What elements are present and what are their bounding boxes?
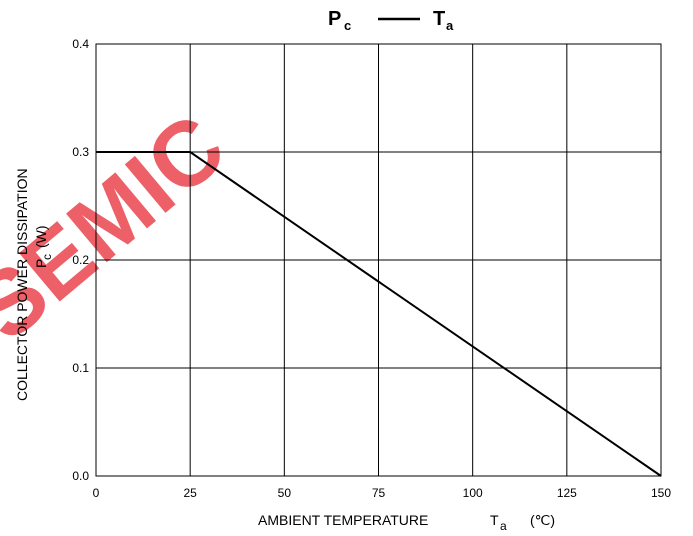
y-axis-label-symbol: P [33, 259, 49, 268]
x-tick-label: 25 [183, 486, 197, 500]
x-tick-label: 75 [372, 486, 386, 500]
x-axis-label-unit: (℃) [530, 512, 555, 528]
y-tick-label: 0.0 [72, 469, 89, 483]
x-tick-label: 0 [93, 486, 100, 500]
x-axis-label-subscript: a [500, 519, 507, 533]
chart-title: P c T a [328, 8, 454, 33]
y-tick-label: 0.4 [72, 37, 89, 51]
title-left-symbol: P [328, 8, 341, 30]
x-tick-label: 50 [278, 486, 292, 500]
x-tick-labels: 0 25 50 75 100 125 150 [93, 486, 672, 500]
title-right-subscript: a [446, 18, 454, 33]
y-tick-label: 0.3 [72, 145, 89, 159]
y-tick-label: 0.2 [72, 253, 89, 267]
y-tick-label: 0.1 [72, 361, 89, 375]
x-tick-label: 125 [557, 486, 577, 500]
x-tick-label: 100 [463, 486, 483, 500]
y-tick-labels: 0.0 0.1 0.2 0.3 0.4 [72, 37, 89, 483]
plot-border [95, 43, 662, 477]
x-axis-label: AMBIENT TEMPERATURE T a (℃) [258, 512, 555, 533]
series-line-pc-vs-ta [96, 151, 662, 477]
title-right-symbol: T [433, 8, 445, 30]
x-axis-label-symbol: T [490, 512, 499, 528]
x-tick-label: 150 [651, 486, 671, 500]
y-axis-label: COLLECTOR POWER DISSIPATION P c (W) [14, 168, 54, 401]
y-axis-label-subscript: c [40, 254, 54, 260]
y-axis-label-unit: (W) [33, 225, 49, 248]
y-axis-label-line1: COLLECTOR POWER DISSIPATION [14, 168, 30, 401]
x-axis-label-text: AMBIENT TEMPERATURE [258, 512, 428, 528]
title-left-subscript: c [344, 18, 351, 33]
